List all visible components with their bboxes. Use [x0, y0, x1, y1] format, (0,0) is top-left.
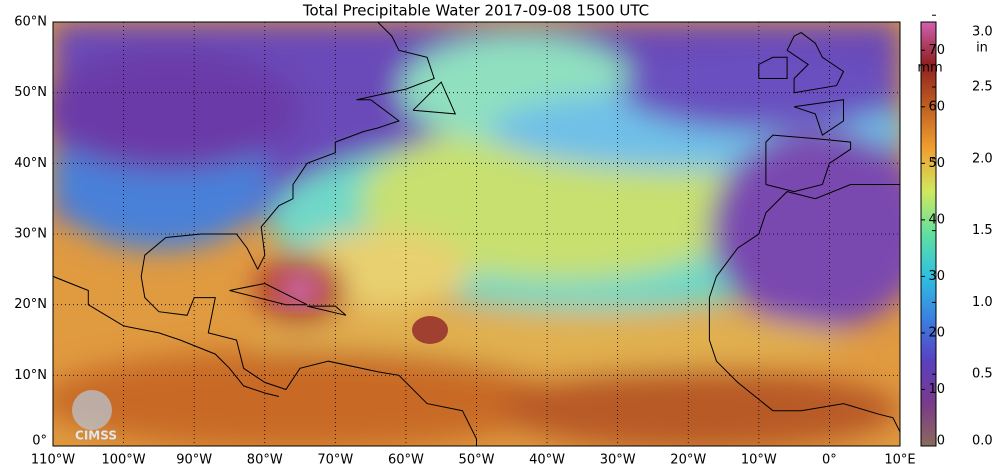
coastline: [786, 32, 845, 94]
colorbar-unit-in: in: [976, 41, 988, 56]
lat-label: 20°N: [14, 297, 47, 312]
colorbar-mm-label: 70: [928, 43, 945, 58]
tpw-field: [53, 22, 900, 446]
colorbar-in-label: 2.0: [972, 151, 993, 166]
lon-label: 0°: [822, 453, 837, 468]
map-frame: [52, 21, 901, 447]
colorbar-mm-label: 10: [928, 382, 945, 397]
lon-label: 90°W: [176, 453, 212, 468]
logo: CIMSS: [72, 390, 117, 443]
colorbar-mm-label: 20: [928, 325, 945, 340]
coastline: [140, 233, 477, 446]
colorbar-mm-label: 0: [937, 434, 945, 449]
lat-label: 0°: [32, 434, 47, 449]
title: Total Precipitable Water 2017-09-08 1500…: [302, 2, 649, 20]
colorbar-mm-label: 30: [928, 269, 945, 284]
lon-label: 60°W: [388, 453, 424, 468]
lat-label: 40°N: [14, 156, 47, 171]
colorbar-mm-label: 60: [928, 99, 945, 114]
lon-label: 40°W: [529, 453, 565, 468]
coastline: [412, 81, 457, 115]
lat-label: 10°N: [14, 368, 47, 383]
lon-label: 80°W: [247, 453, 283, 468]
coastline: [793, 99, 844, 136]
coastline: [53, 275, 280, 397]
coastline: [765, 134, 852, 193]
lon-label: 70°W: [317, 453, 353, 468]
lon-label: 20°W: [670, 453, 706, 468]
lon-label: 10°W: [741, 453, 777, 468]
coastlines: [53, 22, 900, 446]
lat-label: 60°N: [14, 15, 47, 30]
colorbar-mm-label: 50: [928, 156, 945, 171]
logo-text: CIMSS: [75, 429, 117, 443]
colorbar-in-label: 2.5: [972, 80, 993, 95]
colorbar-unit-mm: mm: [917, 61, 942, 76]
coastline: [257, 22, 435, 270]
coastline: [708, 184, 900, 298]
lat-label: 30°N: [14, 227, 47, 242]
coastline: [708, 297, 900, 433]
colorbar-in-label: 0.0: [972, 434, 993, 449]
colorbar: [920, 21, 937, 447]
colorbar-in-label: 3.0: [972, 25, 993, 40]
lat-label: 50°N: [14, 85, 47, 100]
lon-label: 50°W: [459, 453, 495, 468]
coastline: [306, 305, 347, 316]
coastline: [229, 282, 308, 306]
colorbar-in-label: 1.0: [972, 295, 993, 310]
colorbar-in-label: 1.5: [972, 223, 993, 238]
colorbar-mm-label: 40: [928, 212, 945, 227]
lon-label: 30°W: [600, 453, 636, 468]
lon-label: 110°W: [31, 453, 75, 468]
lon-label: 10°E: [884, 453, 915, 468]
colorbar-in-label: 0.5: [972, 367, 993, 382]
lon-label: 100°W: [101, 453, 145, 468]
